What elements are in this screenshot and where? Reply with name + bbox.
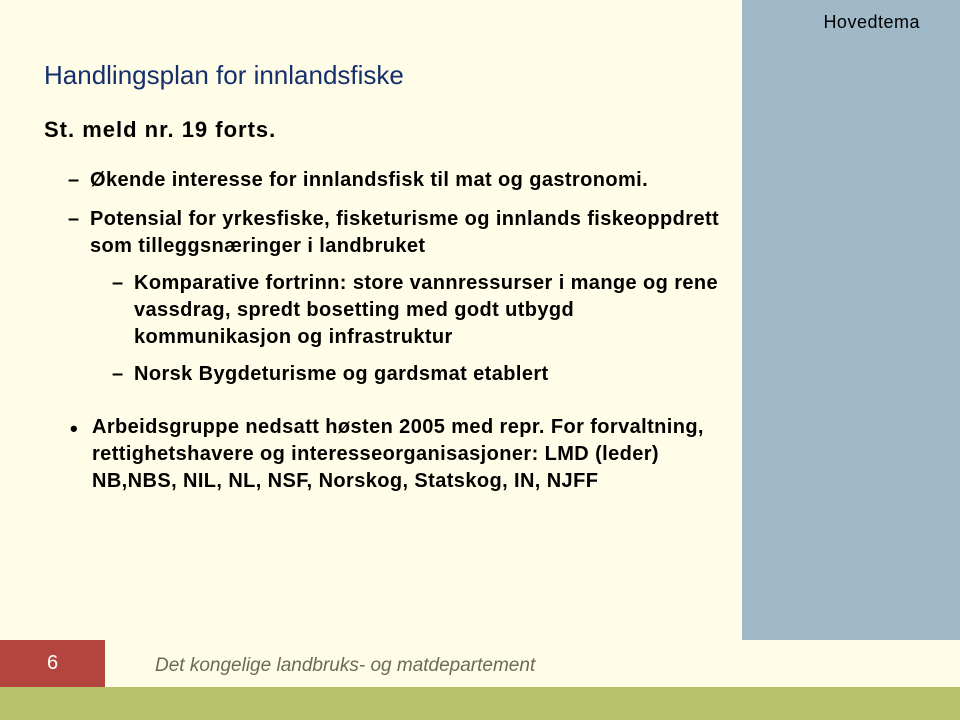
header-tag: Hovedtema <box>823 12 920 33</box>
sub-bullet-item: Norsk Bygdeturisme og gardsmat etablert <box>112 361 724 388</box>
footer-org: Det kongelige landbruks- og matdeparteme… <box>155 655 535 677</box>
sub-bullet-item: Komparative fortrinn: store vannressurse… <box>112 270 724 351</box>
dot-bullet-item: Arbeidsgruppe nedsatt høsten 2005 med re… <box>68 414 724 495</box>
footer: 6 Det kongelige landbruks- og matdeparte… <box>0 640 960 720</box>
dot-bullet-list: Arbeidsgruppe nedsatt høsten 2005 med re… <box>68 414 724 495</box>
sidebar-column <box>742 0 960 640</box>
content-area: Handlingsplan for innlandsfiske St. meld… <box>44 60 724 495</box>
bullet-list: Økende interesse for innlandsfisk til ma… <box>68 167 724 388</box>
footer-green-bar <box>0 687 960 720</box>
page-number: 6 <box>47 652 58 675</box>
bullet-item: Potensial for yrkesfiske, fisketurisme o… <box>68 206 724 388</box>
subtitle: St. meld nr. 19 forts. <box>44 117 724 143</box>
page-title: Handlingsplan for innlandsfiske <box>44 60 724 91</box>
bullet-item: Økende interesse for innlandsfisk til ma… <box>68 167 724 194</box>
sub-bullet-list: Komparative fortrinn: store vannressurse… <box>112 270 724 388</box>
slide: Hovedtema Handlingsplan for innlandsfisk… <box>0 0 960 720</box>
bullet-text: Potensial for yrkesfiske, fisketurisme o… <box>90 208 719 257</box>
page-number-box: 6 <box>0 640 105 687</box>
